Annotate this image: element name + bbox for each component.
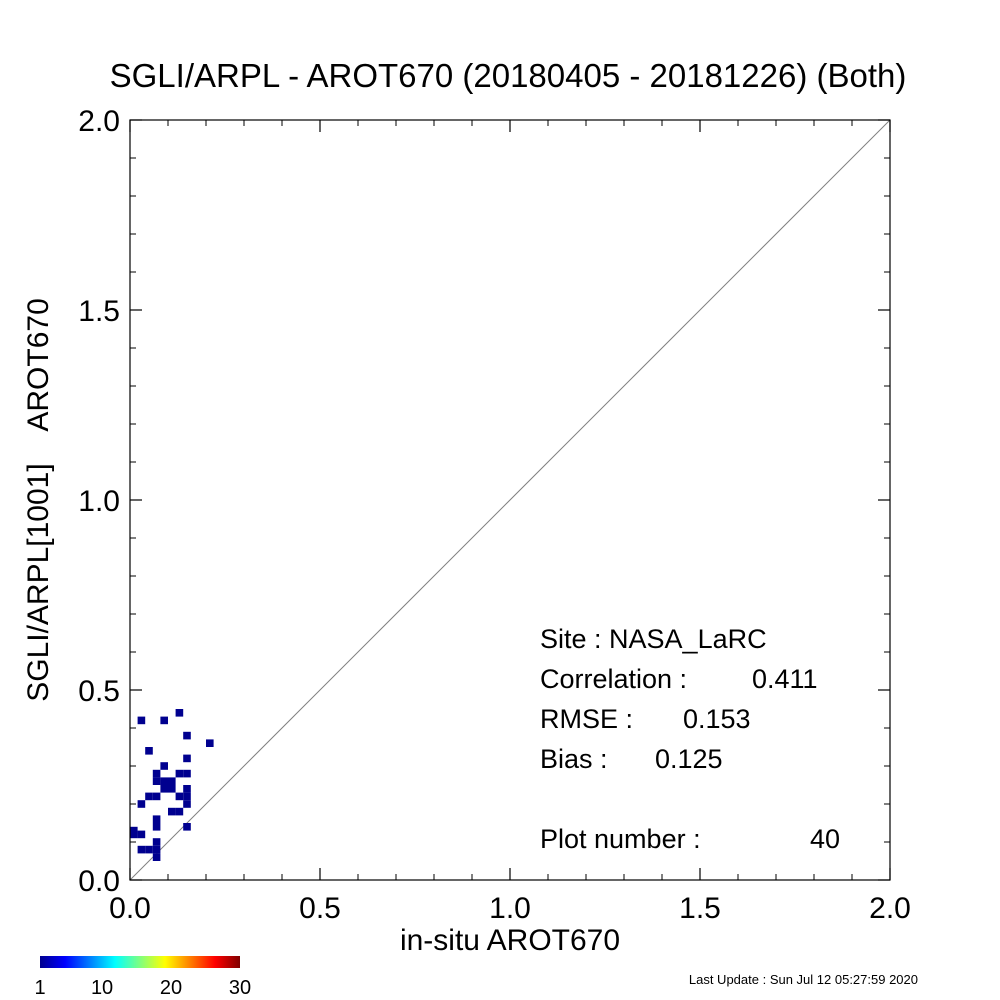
last-update-text: Last Update : Sun Jul 12 05:27:59 2020 bbox=[689, 972, 918, 987]
stat-bias-value: 0.125 bbox=[655, 744, 723, 774]
y-tick-label: 0.0 bbox=[78, 865, 120, 898]
colorbar-label: 1 bbox=[34, 977, 45, 999]
stat-correlation-value: 0.411 bbox=[752, 664, 818, 694]
density-cell bbox=[145, 845, 153, 854]
density-cell bbox=[183, 800, 191, 808]
density-cell bbox=[145, 747, 153, 755]
density-cell bbox=[152, 838, 161, 846]
density-cell bbox=[168, 807, 176, 816]
x-tick-label: 0.5 bbox=[299, 892, 341, 925]
stat-correlation-label: Correlation : bbox=[540, 664, 687, 694]
stat-bias-label: Bias : bbox=[540, 744, 608, 774]
density-cell bbox=[168, 785, 176, 793]
x-tick-label: 2.0 bbox=[869, 892, 911, 925]
density-cell bbox=[137, 800, 146, 808]
density-cell bbox=[152, 845, 161, 854]
density-cell bbox=[160, 777, 168, 785]
density-cell bbox=[152, 792, 161, 801]
density-cell bbox=[160, 762, 168, 770]
chart-title: SGLI/ARPL - AROT670 (20180405 - 20181226… bbox=[110, 57, 907, 94]
stat-rmse-label: RMSE : bbox=[540, 704, 633, 734]
density-cell bbox=[145, 792, 153, 801]
density-cell bbox=[137, 716, 146, 725]
density-cell bbox=[175, 769, 184, 778]
density-cell bbox=[160, 785, 168, 793]
one-to-one-line bbox=[129, 119, 891, 881]
stat-site: Site : NASA_LaRC bbox=[540, 624, 767, 654]
density-cell bbox=[183, 792, 191, 801]
y-axis-label: SGLI/ARPL[1001] AROT670 bbox=[22, 298, 55, 702]
density-cell bbox=[175, 792, 184, 801]
density-cell bbox=[137, 830, 146, 839]
y-tick-label: 2.0 bbox=[78, 105, 120, 138]
density-cell bbox=[183, 731, 191, 740]
density-cell bbox=[168, 777, 176, 785]
x-axis-label: in-situ AROT670 bbox=[400, 924, 620, 957]
y-tick-label: 0.5 bbox=[78, 675, 120, 708]
colorbar-label: 20 bbox=[160, 977, 182, 999]
density-cell bbox=[152, 815, 161, 823]
y-tick-label: 1.0 bbox=[78, 485, 120, 518]
y-tick-label: 1.5 bbox=[78, 295, 120, 328]
colorbar-label: 30 bbox=[229, 977, 251, 999]
x-tick-label: 1.5 bbox=[679, 892, 721, 925]
density-cell bbox=[152, 823, 161, 831]
density-cell bbox=[206, 739, 214, 747]
density-cell bbox=[183, 769, 191, 778]
stat-plot-number-label: Plot number : bbox=[540, 824, 701, 854]
density-cell bbox=[137, 845, 146, 854]
x-tick-label: 0.0 bbox=[109, 892, 151, 925]
density-cell bbox=[183, 754, 191, 763]
colorbar bbox=[40, 956, 240, 968]
density-cell bbox=[175, 709, 184, 717]
density-cell bbox=[175, 807, 184, 816]
density-cell bbox=[183, 785, 191, 793]
density-cell bbox=[183, 823, 191, 831]
stat-plot-number-value: 40 bbox=[810, 824, 840, 854]
density-cell bbox=[152, 853, 161, 861]
colorbar-label: 10 bbox=[91, 977, 113, 999]
density-cell bbox=[152, 769, 161, 778]
x-tick-label: 1.0 bbox=[489, 892, 531, 925]
density-cell bbox=[152, 777, 161, 785]
density-cell bbox=[160, 716, 168, 725]
stat-rmse-value: 0.153 bbox=[683, 704, 751, 734]
density-cell bbox=[130, 830, 138, 839]
